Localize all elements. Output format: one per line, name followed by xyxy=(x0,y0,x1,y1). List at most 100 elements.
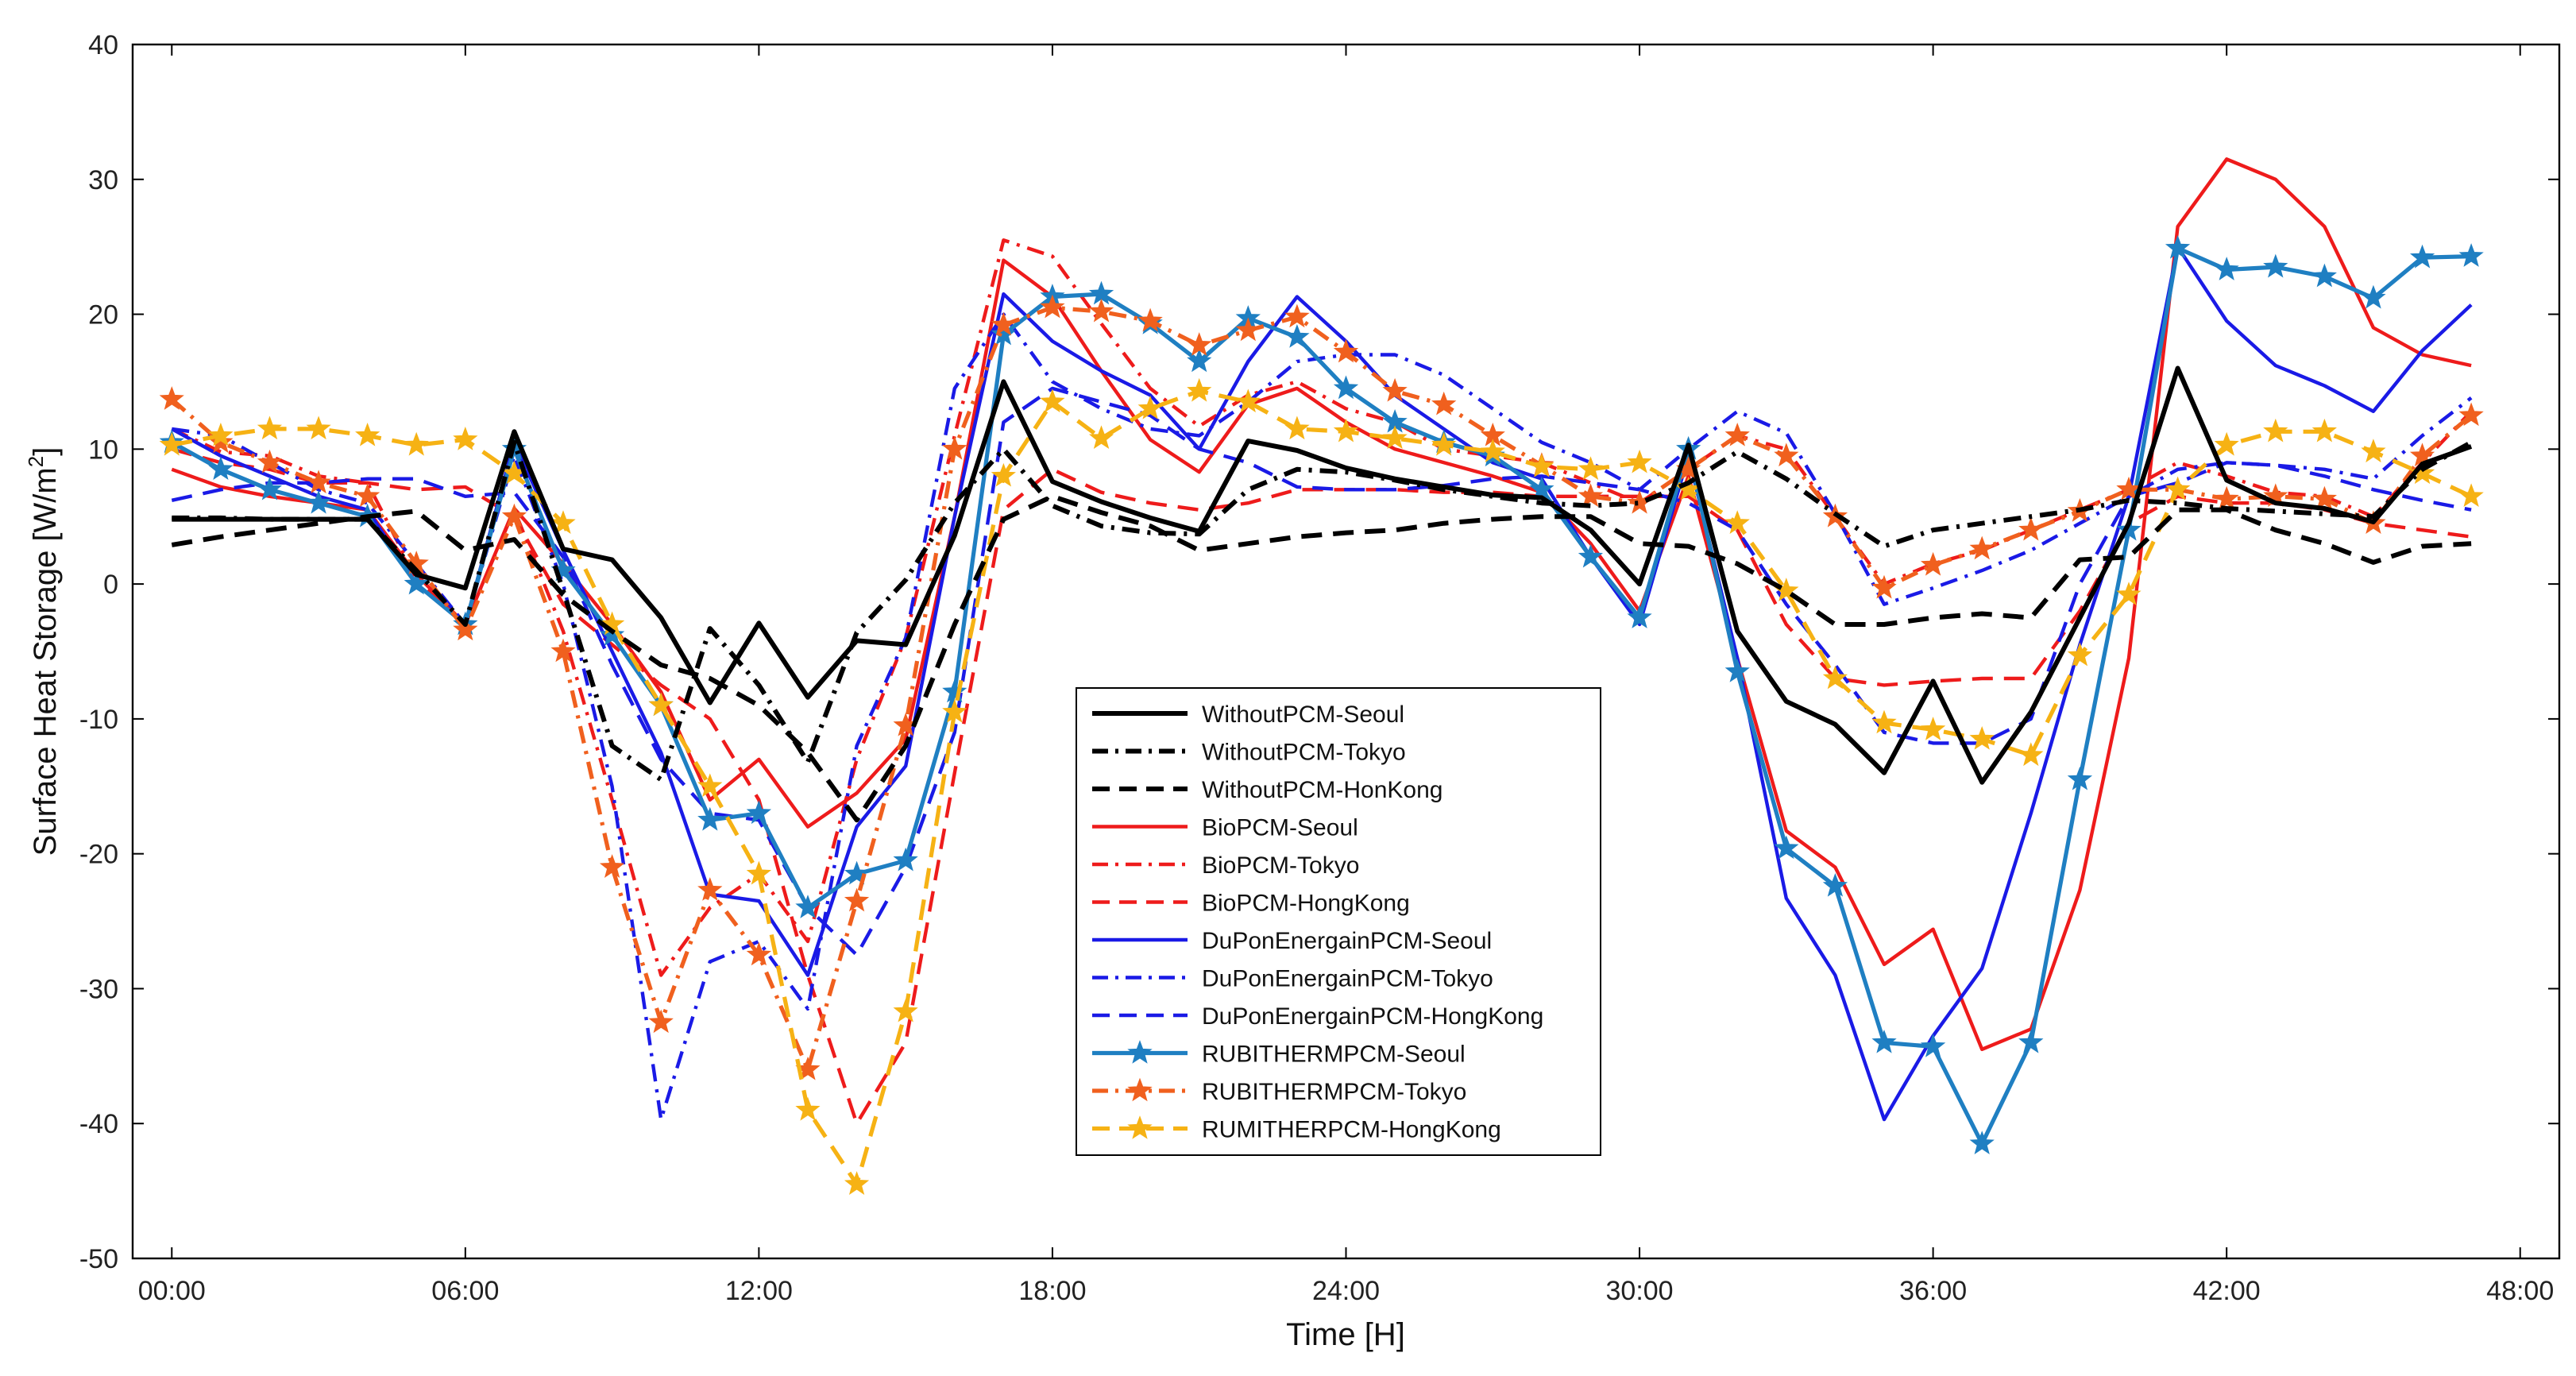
data-point xyxy=(942,678,967,703)
data-point xyxy=(1431,431,1457,456)
legend-marker xyxy=(1127,1115,1153,1139)
data-point xyxy=(991,462,1016,487)
x-tick-label: 30:00 xyxy=(1606,1276,1674,1306)
series-WithoutPCM-HonKong xyxy=(171,493,2472,823)
data-point xyxy=(795,895,821,918)
data-point xyxy=(991,321,1016,346)
series-WithoutPCM-Seoul xyxy=(172,365,2473,785)
data-point xyxy=(1920,551,1946,576)
data-point xyxy=(1137,395,1163,419)
data-point xyxy=(599,622,625,646)
legend-label: RUBITHERMPCM-Seoul xyxy=(1202,1042,1466,1068)
data-point xyxy=(2458,402,2484,427)
data-point xyxy=(746,941,772,966)
legend-label: BioPCM-Seoul xyxy=(1202,815,1358,841)
data-point xyxy=(1871,1029,1897,1053)
legend-entry: BioPCM-Tokyo xyxy=(1092,852,1359,879)
data-point xyxy=(2018,1029,2044,1053)
y-tick-label: -20 xyxy=(79,840,118,870)
plot-area-frame xyxy=(131,43,2561,1260)
data-point xyxy=(2018,516,2044,541)
series-line xyxy=(172,439,2473,783)
data-point xyxy=(1235,317,1261,342)
legend-entry: RUMITHERPCM-HongKong xyxy=(1092,1115,1501,1143)
y-axis-title: Surface Heat Storage [W/m2] xyxy=(24,447,63,856)
data-point xyxy=(355,483,380,508)
data-point xyxy=(1040,294,1065,319)
data-point xyxy=(501,503,527,528)
y-tick-label: -30 xyxy=(79,974,118,1004)
data-point xyxy=(404,431,429,456)
x-tick-label: 00:00 xyxy=(138,1276,206,1306)
data-point xyxy=(1088,425,1114,450)
data-point xyxy=(844,887,870,912)
y-tick-label: -50 xyxy=(79,1244,118,1274)
y-tick-label: 40 xyxy=(88,30,118,60)
legend-box xyxy=(1076,687,1601,1156)
data-point xyxy=(599,854,625,878)
data-point xyxy=(844,1171,870,1195)
data-point xyxy=(1724,422,1750,446)
data-point xyxy=(1284,303,1310,328)
legend-label: WithoutPCM-HonKong xyxy=(1202,777,1442,803)
series-line xyxy=(172,365,2473,785)
legend-entry: WithoutPCM-Tokyo xyxy=(1092,740,1406,766)
data-point xyxy=(2311,485,2337,510)
data-point xyxy=(648,692,674,717)
data-point xyxy=(306,489,331,514)
data-point xyxy=(208,422,234,446)
data-point xyxy=(1822,872,1848,897)
data-point xyxy=(2165,234,2191,259)
data-point xyxy=(2361,439,2386,463)
data-point xyxy=(2458,243,2484,267)
x-tick-label: 18:00 xyxy=(1018,1276,1086,1306)
data-point xyxy=(257,416,283,440)
data-point xyxy=(159,431,184,456)
legend-label: WithoutPCM-Tokyo xyxy=(1202,740,1406,766)
legend-entry: DuPonEnergainPCM-HongKong xyxy=(1092,1003,1543,1030)
data-point xyxy=(2067,766,2093,790)
data-point xyxy=(550,510,576,534)
y-tick-label: 10 xyxy=(88,435,118,465)
data-point xyxy=(1088,298,1114,323)
data-point xyxy=(1627,605,1652,628)
data-point xyxy=(942,698,967,723)
data-point xyxy=(893,847,918,872)
data-point xyxy=(2361,284,2386,309)
data-point xyxy=(1187,377,1212,402)
data-point xyxy=(2458,483,2484,508)
data-point xyxy=(1724,510,1750,534)
series-RUMITHERPCM-HongKong xyxy=(159,377,2484,1195)
series-line xyxy=(171,245,2472,1146)
data-point xyxy=(1382,425,1408,450)
legend-label: BioPCM-HongKong xyxy=(1202,891,1410,917)
series-line xyxy=(171,493,2472,823)
data-point xyxy=(1382,377,1408,402)
data-point xyxy=(306,416,331,440)
y-tick-label: 30 xyxy=(88,165,118,195)
data-point xyxy=(1871,709,1897,734)
legend-entry: RUBITHERMPCM-Tokyo xyxy=(1092,1077,1466,1105)
legend-entry: DuPonEnergainPCM-Seoul xyxy=(1092,928,1492,954)
data-point xyxy=(844,860,870,885)
data-point xyxy=(746,860,772,885)
data-point xyxy=(1284,416,1310,440)
x-tick-label: 12:00 xyxy=(725,1276,793,1306)
data-point xyxy=(1578,543,1604,568)
data-point xyxy=(2018,742,2044,767)
series-RUBITHERMPCM-Tokyo xyxy=(159,294,2484,1080)
data-point xyxy=(453,426,478,450)
legend-label: DuPonEnergainPCM-HongKong xyxy=(1202,1003,1543,1030)
data-point xyxy=(746,800,772,825)
data-point xyxy=(2214,257,2239,280)
y-tick-labels: -50 -40 -30 -20 -10 0 10 20 30 40 xyxy=(79,30,118,1274)
data-point xyxy=(2067,642,2093,667)
y-tick-label: -40 xyxy=(79,1109,118,1139)
data-point xyxy=(1969,535,1995,560)
data-point xyxy=(355,422,380,446)
legend-entry: WithoutPCM-HonKong xyxy=(1092,777,1442,803)
data-point xyxy=(2116,476,2142,501)
data-point xyxy=(2409,460,2435,485)
data-point xyxy=(1333,375,1359,400)
data-point xyxy=(1774,835,1799,860)
